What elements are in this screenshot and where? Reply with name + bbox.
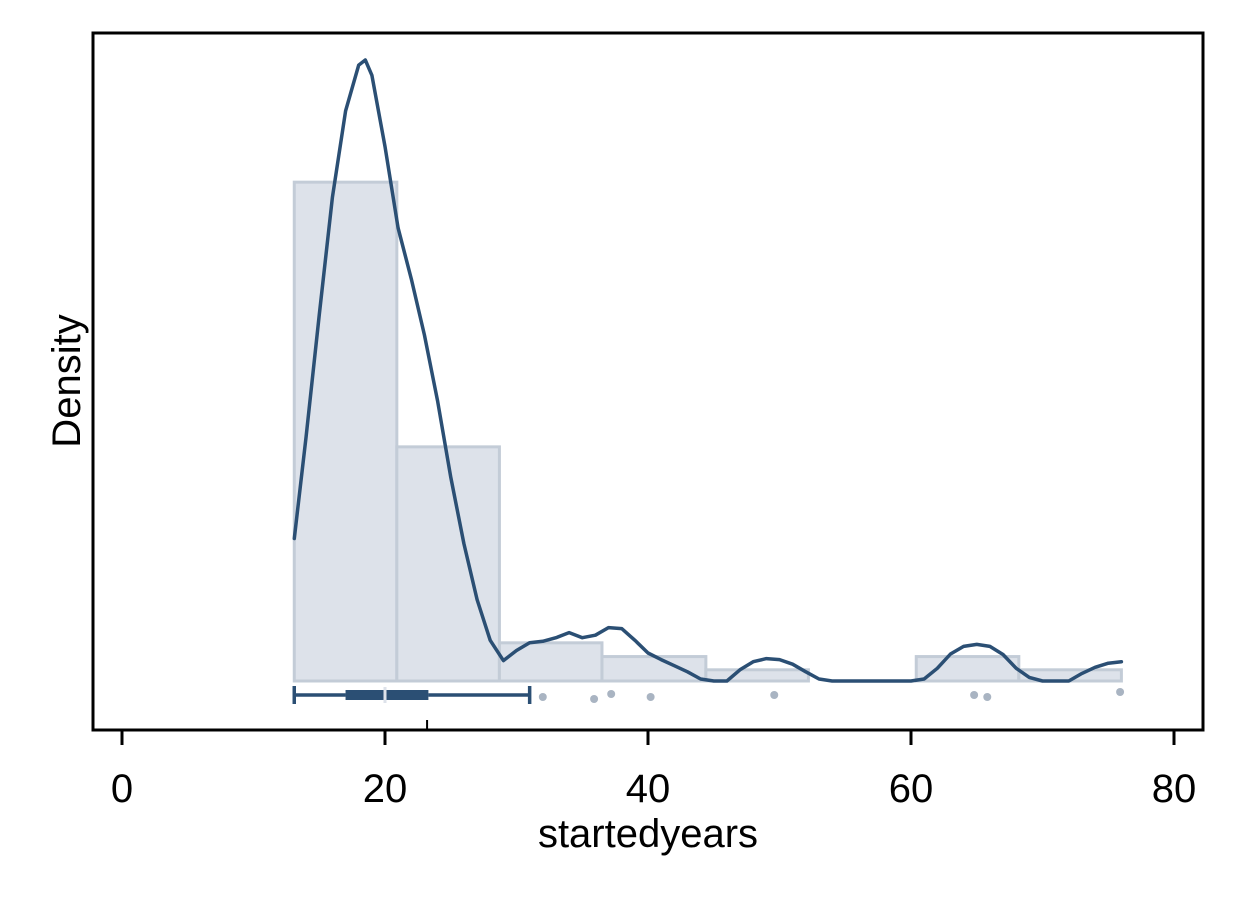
x-axis: 0 20 40 60 80	[111, 720, 1196, 811]
outlier-points	[538, 688, 1125, 703]
histogram-bars	[292, 180, 1123, 683]
histogram-bar-5	[704, 668, 810, 683]
density-curve	[292, 58, 1124, 683]
x-tick-label-0: 0	[111, 767, 133, 811]
x-axis-label: startedyears	[538, 812, 758, 856]
x-tick-label-60: 60	[889, 767, 934, 811]
outlier-point-3	[607, 690, 616, 698]
histogram-bar-7	[914, 655, 1021, 683]
boxplot-layer	[292, 686, 532, 704]
outlier-point-2	[590, 695, 599, 703]
outlier-point-7	[983, 693, 992, 701]
y-axis-label: Density	[45, 314, 89, 447]
outlier-point-4	[646, 693, 655, 701]
histogram-bar-4	[600, 655, 708, 683]
density-curve-layer	[292, 58, 1124, 683]
histogram-bar-1	[292, 180, 399, 683]
iqr-box	[345, 690, 429, 700]
x-tick-label-80: 80	[1152, 767, 1197, 811]
outlier-point-6	[970, 691, 979, 699]
histogram-bar-3	[497, 641, 604, 683]
outlier-point-1	[538, 693, 547, 701]
plot-frame	[91, 31, 1205, 732]
outlier-point-5	[770, 691, 779, 699]
histogram-bar-2	[395, 445, 501, 683]
outlier-point-8	[1116, 688, 1125, 696]
x-tick-label-40: 40	[626, 767, 671, 811]
x-tick-label-20: 20	[363, 767, 408, 811]
